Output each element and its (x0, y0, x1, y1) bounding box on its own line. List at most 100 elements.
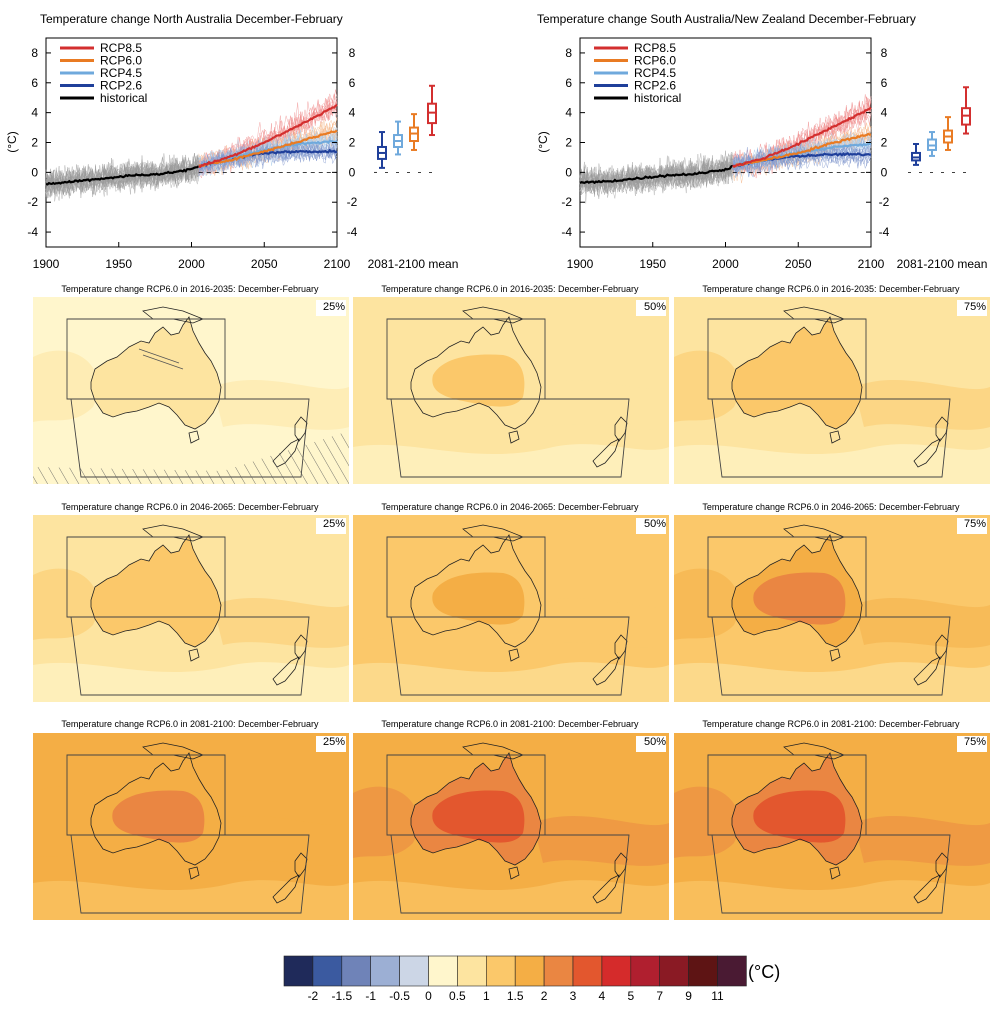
colorbar-swatch (341, 955, 371, 987)
coastline (294, 416, 308, 442)
percentile-badge (316, 518, 346, 534)
coastline (935, 634, 949, 660)
coastline (188, 866, 200, 880)
percentile-badge (957, 736, 987, 752)
y-tick-label-right: -4 (347, 225, 358, 239)
colorbar-swatch (630, 955, 660, 987)
coastline (829, 430, 841, 444)
map-body (33, 733, 349, 920)
coastline (614, 852, 628, 878)
map-inner-warming (753, 354, 846, 407)
y-tick-label: 6 (31, 76, 38, 90)
percentile-label: 25% (323, 518, 345, 530)
y-tick-label-right: 4 (349, 106, 356, 120)
map-southern-band (674, 880, 990, 920)
colorbar-tick-label: 3 (570, 989, 577, 1003)
map-western-band (674, 786, 740, 858)
map-eastern-band (854, 379, 990, 430)
rcp26-member-line (732, 137, 872, 170)
map-inner-warming (753, 790, 846, 843)
region-box-south (711, 398, 951, 478)
map-western-band (353, 786, 419, 858)
historical-member-line (579, 156, 734, 192)
map-southern-band (353, 880, 669, 920)
map-panel-25: Temperature change RCP6.0 in 2016-2035: … (33, 284, 349, 484)
legend-entry: RCP8.5 (634, 41, 676, 55)
map-body (353, 297, 669, 484)
map-eastern-band (854, 815, 990, 866)
y-tick-label: 0 (31, 165, 38, 179)
region-box-south (711, 834, 951, 914)
colorbar-swatch (514, 955, 545, 987)
y-tick-label: 2 (565, 136, 572, 150)
chart-title: Temperature change South Australia/New Z… (537, 12, 916, 26)
y-tick-label: 8 (565, 46, 572, 60)
coastline (829, 648, 841, 662)
percentile-badge (957, 518, 987, 534)
colorbar-tick-label: 9 (685, 989, 692, 1003)
colorbar-tick-label: 4 (599, 989, 606, 1003)
colorbar-tick-label: 11 (711, 989, 724, 1003)
historical-member-line (45, 157, 200, 195)
percentile-badge (957, 300, 987, 316)
map-panel-75: Temperature change RCP6.0 in 2081-2100: … (674, 719, 990, 920)
coastline (829, 866, 841, 880)
coastline (592, 438, 620, 468)
percentile-label: 25% (323, 736, 345, 748)
timeseries-north-australia: Temperature change North Australia Decem… (5, 12, 458, 271)
y-tick-label-right: 0 (881, 165, 888, 179)
map-panel-25: Temperature change RCP6.0 in 2046-2065: … (33, 502, 349, 702)
coastline (731, 752, 863, 866)
map-body (353, 733, 669, 920)
map-inner-warming (112, 572, 205, 625)
colorbar-tick-label: 5 (627, 989, 634, 1003)
y-tick-label-right: -2 (879, 195, 890, 209)
map-eastern-band (533, 597, 669, 648)
colorbar-swatch (370, 955, 400, 987)
map-southern-band (33, 662, 349, 702)
y-tick-label: 4 (31, 106, 38, 120)
y-tick-label: 2 (31, 136, 38, 150)
colorbar-swatch (485, 955, 516, 987)
colorbar-tick-label: -2 (308, 989, 319, 1003)
colorbar-tick-label: 1.5 (507, 989, 524, 1003)
map-western-band (33, 568, 99, 640)
boxplot-rcp45 (393, 120, 403, 156)
colorbar-swatch (601, 955, 632, 987)
colorbar-tick-label: 7 (656, 989, 663, 1003)
y-tick-label-right: 6 (349, 76, 356, 90)
map-row-2046-2065: Temperature change RCP6.0 in 2046-2065: … (33, 502, 990, 702)
percentile-label: 50% (644, 736, 666, 748)
colorbar-swatch (399, 955, 429, 987)
colorbar-unit: (°C) (748, 962, 780, 982)
map-eastern-band (533, 815, 669, 866)
y-tick-label: 8 (31, 46, 38, 60)
map-title: Temperature change RCP6.0 in 2081-2100: … (61, 719, 319, 729)
legend-entry: RCP4.5 (634, 66, 676, 80)
coastline (731, 534, 863, 648)
map-southern-band (674, 444, 990, 484)
historical-member-line (579, 160, 734, 196)
colorbar-swatch (283, 955, 314, 987)
coastline (188, 430, 200, 444)
map-western-band (33, 786, 99, 858)
region-box-south (390, 834, 630, 914)
legend-entry: RCP4.5 (100, 66, 142, 80)
colorbar-swatch (457, 955, 487, 987)
coastline (188, 648, 200, 662)
percentile-label: 75% (964, 736, 986, 748)
percentile-label: 75% (964, 301, 986, 313)
colorbar-tick-label: -0.5 (389, 989, 410, 1003)
colorbar: (°C) -2 -1.5 -1 -0.5 0 0.5 1 1.5 2 3 4 5 7 9 11 (283, 955, 780, 1003)
region-box-south (390, 398, 630, 478)
map-inner-warming (432, 572, 525, 625)
coastline (592, 874, 620, 904)
boxplot-label: 2081-2100 mean (897, 257, 988, 271)
colorbar-tick-label: 1 (483, 989, 490, 1003)
hatch-mark (142, 354, 184, 370)
map-title: Temperature change RCP6.0 in 2046-2065: … (702, 502, 960, 512)
legend-entry: RCP2.6 (100, 79, 142, 93)
